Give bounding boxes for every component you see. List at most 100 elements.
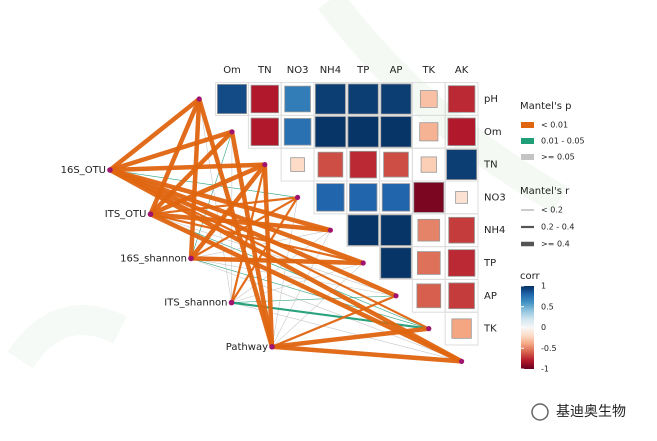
- column-label: AK: [455, 65, 469, 76]
- link-end: [229, 129, 235, 135]
- cell-grid: [444, 311, 479, 346]
- node: [228, 299, 235, 306]
- corr-cell: [448, 216, 475, 244]
- background-decoration: [7, 0, 568, 369]
- corr-cell: [284, 85, 311, 113]
- corr-cell: [250, 117, 279, 146]
- corr-cell: [416, 283, 442, 309]
- corr-cell: [317, 151, 344, 178]
- corr-cell: [419, 90, 438, 108]
- legend-swatch: [521, 122, 534, 128]
- corr-cell: [380, 247, 412, 279]
- corr-cell: [216, 83, 248, 115]
- link-end: [360, 260, 366, 266]
- mantel-link: [107, 96, 202, 173]
- legend-label: >= 0.05: [541, 153, 575, 162]
- node: [147, 211, 154, 217]
- corr-cell: [290, 157, 305, 172]
- mantel-link: [188, 96, 202, 261]
- node: [188, 255, 194, 262]
- corr-cell: [250, 84, 279, 114]
- link-end: [196, 96, 202, 102]
- column-label: Om: [223, 65, 241, 76]
- node: [269, 344, 275, 350]
- mantel-link: [150, 213, 430, 329]
- colorbar-label: 0.5: [541, 302, 554, 311]
- corr-cell: [419, 122, 439, 142]
- corr-cell: [347, 83, 379, 115]
- node: [107, 167, 113, 173]
- row-label: NH4: [484, 225, 505, 236]
- legend-label: >= 0.4: [541, 240, 570, 249]
- row-label: NO3: [484, 192, 506, 203]
- colorbar-title: corr: [520, 271, 541, 282]
- mantel-link: [269, 326, 432, 350]
- legend-label: < 0.01: [541, 121, 568, 130]
- node-label: Pathway: [226, 342, 268, 353]
- row-label: Om: [484, 127, 502, 138]
- corr-cell: [447, 117, 476, 146]
- corr-cell: [417, 218, 441, 242]
- row-label: TK: [483, 324, 497, 335]
- mantel-link: [230, 163, 266, 304]
- mantel-links: [107, 96, 464, 364]
- legend-label: 0.01 - 0.05: [541, 137, 585, 146]
- corr-cell: [347, 214, 379, 246]
- corr-cell: [416, 251, 441, 275]
- mantel-link: [107, 167, 366, 266]
- column-label: TN: [257, 65, 272, 76]
- corr-cell: [413, 181, 445, 213]
- link-end: [393, 293, 399, 299]
- colorbar-label: -1: [541, 365, 549, 374]
- mantel-link: [107, 167, 333, 233]
- column-label: NH4: [320, 65, 341, 76]
- colorbar-label: -0.5: [541, 344, 557, 353]
- heatmap: [215, 82, 479, 346]
- link-end: [327, 227, 333, 233]
- column-label: NO3: [287, 65, 309, 76]
- mantel-link: [270, 294, 398, 348]
- row-label: TN: [483, 160, 498, 171]
- node-label: ITS_OTU: [105, 209, 147, 220]
- mantel-link: [148, 211, 464, 364]
- column-label: AP: [390, 65, 403, 76]
- watermark-text: 基迪奥生物: [556, 403, 626, 420]
- link-end: [426, 326, 432, 332]
- colorbar-label: 1: [541, 282, 546, 291]
- legend-label: 0.2 - 0.4: [541, 223, 574, 232]
- mantel-link: [230, 196, 299, 304]
- corr-cell: [347, 116, 379, 148]
- link-end: [459, 358, 465, 364]
- mantel-link: [196, 96, 275, 350]
- mantel-link: [148, 162, 268, 217]
- mantel-link: [188, 162, 268, 261]
- corr-cell: [447, 249, 476, 277]
- mantel-link: [148, 129, 235, 217]
- node-label: 16S_shannon: [120, 253, 187, 264]
- corr-cell: [420, 156, 437, 173]
- corr-cell: [447, 85, 476, 113]
- watermark: 基迪奥生物: [531, 403, 626, 421]
- corr-cell: [349, 150, 377, 179]
- corr-cell: [283, 118, 312, 146]
- corr-cell: [446, 149, 478, 181]
- corr-cell: [455, 191, 468, 204]
- corr-cell: [451, 318, 472, 339]
- mantel-link: [149, 213, 365, 265]
- corr-cell: [383, 151, 409, 178]
- mantel-link: [262, 162, 275, 350]
- mantel-link: [148, 96, 202, 217]
- corr-cell: [314, 116, 347, 148]
- link-end: [295, 194, 301, 200]
- corr-cell: [314, 83, 346, 115]
- legend-swatch: [521, 138, 534, 144]
- mantel-link: [190, 258, 397, 297]
- column-label: TK: [421, 65, 435, 76]
- row-label: TP: [483, 258, 496, 269]
- mantel-link: [269, 344, 464, 364]
- corr-cell: [316, 183, 345, 212]
- corr-cell: [381, 183, 411, 212]
- row-label: pH: [484, 94, 498, 105]
- column-label: TP: [356, 65, 369, 76]
